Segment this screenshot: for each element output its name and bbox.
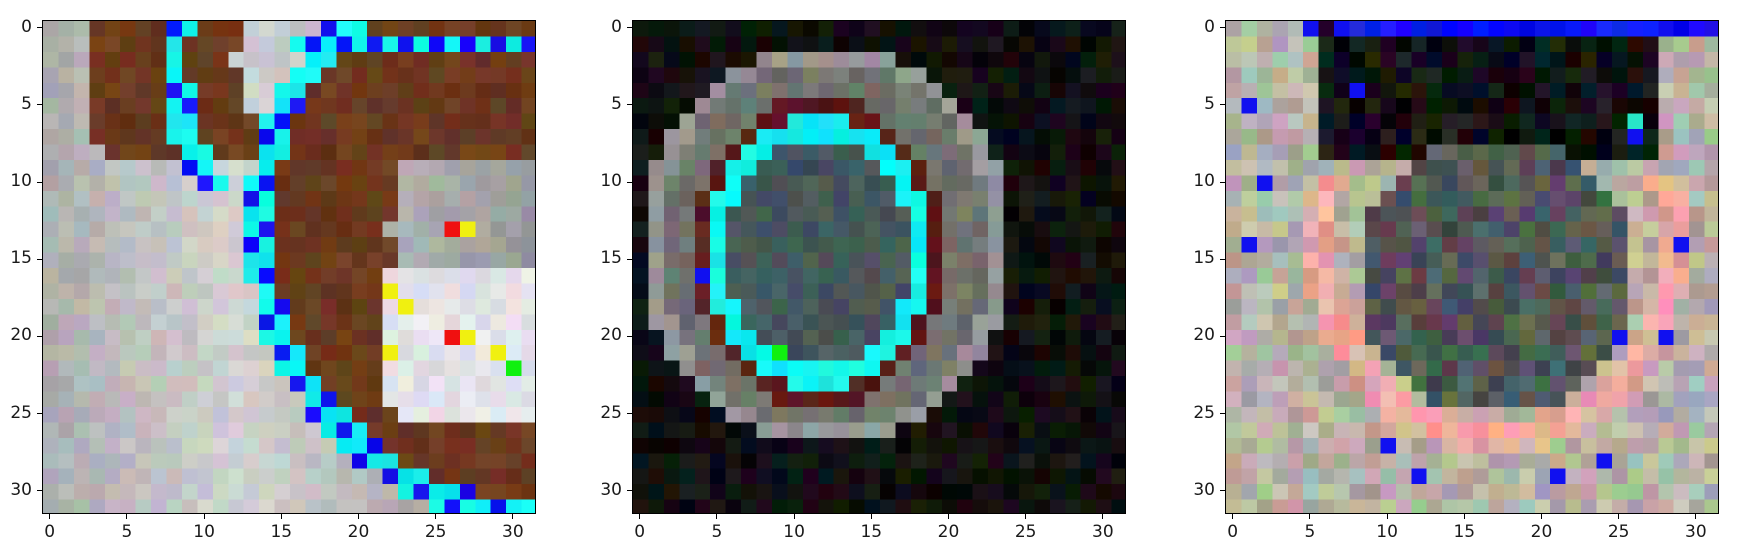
y-tick-label: 20 [10,325,32,346]
y-tick [37,335,42,337]
y-tick [37,413,42,415]
x-tick [947,514,949,519]
x-tick [435,514,437,519]
y-tick [627,490,632,492]
image-pixels [43,21,535,513]
x-tick-label: 20 [937,522,960,542]
x-tick [1232,514,1234,519]
x-tick-label: 0 [1227,522,1239,542]
x-tick-label: 30 [1092,522,1114,542]
y-tick-label: 15 [600,248,622,269]
x-tick-label: 30 [502,522,524,542]
x-tick [1540,514,1542,519]
y-tick [1220,104,1225,106]
x-tick [126,514,128,519]
y-tick-label: 15 [1193,248,1215,269]
y-tick-label: 30 [600,479,622,500]
y-tick [627,181,632,183]
y-tick [1220,27,1225,29]
image-frame [632,20,1126,514]
y-tick-label: 10 [1193,171,1215,192]
x-tick-label: 15 [860,522,883,542]
x-tick-label: 10 [783,522,805,542]
y-tick [1220,413,1225,415]
x-tick [49,514,51,519]
y-tick-label: 10 [600,171,622,192]
y-tick-label: 10 [10,171,32,192]
x-tick [1102,514,1104,519]
y-tick [1220,335,1225,337]
y-tick-label: 0 [1204,16,1215,37]
y-tick [1220,181,1225,183]
y-tick [37,258,42,260]
y-tick-label: 15 [10,248,32,269]
x-tick-label: 5 [121,522,133,542]
x-tick [716,514,718,519]
x-tick-label: 15 [270,522,293,542]
x-tick-label: 25 [424,522,447,542]
y-tick-label: 0 [21,16,32,37]
x-tick-label: 5 [1304,522,1316,542]
y-tick [627,27,632,29]
y-tick [37,181,42,183]
x-tick [1309,514,1311,519]
x-tick [639,514,641,519]
y-tick-label: 25 [600,402,622,423]
y-tick-label: 5 [611,93,622,114]
x-tick [870,514,872,519]
y-tick [37,27,42,29]
x-tick-label: 0 [634,522,646,542]
x-tick-label: 20 [1530,522,1553,542]
y-tick [37,104,42,106]
y-tick [627,413,632,415]
image-pixels [1226,21,1718,513]
y-tick-label: 5 [21,93,32,114]
x-tick [1618,514,1620,519]
y-tick-label: 25 [1193,402,1215,423]
x-tick [357,514,359,519]
x-tick-label: 25 [1014,522,1037,542]
x-tick-label: 25 [1607,522,1630,542]
y-tick-label: 5 [1204,93,1215,114]
x-tick-label: 30 [1685,522,1707,542]
x-tick [280,514,282,519]
x-tick [203,514,205,519]
x-tick [793,514,795,519]
y-tick [627,335,632,337]
y-tick-label: 30 [1193,479,1215,500]
image-frame [1225,20,1719,514]
y-tick-label: 0 [611,16,622,37]
x-tick-label: 15 [1453,522,1476,542]
y-tick [627,104,632,106]
x-tick-label: 5 [711,522,723,542]
y-tick [627,258,632,260]
y-tick [1220,490,1225,492]
y-tick-label: 20 [600,325,622,346]
y-tick-label: 25 [10,402,32,423]
x-tick [1695,514,1697,519]
x-tick-label: 10 [1376,522,1398,542]
image-frame [42,20,536,514]
x-tick [512,514,514,519]
x-tick [1386,514,1388,519]
x-tick-label: 20 [347,522,370,542]
x-tick-label: 0 [44,522,56,542]
y-tick [37,490,42,492]
x-tick [1463,514,1465,519]
x-tick-label: 10 [193,522,215,542]
image-pixels [633,21,1125,513]
y-tick-label: 20 [1193,325,1215,346]
y-tick-label: 30 [10,479,32,500]
y-tick [1220,258,1225,260]
x-tick [1025,514,1027,519]
